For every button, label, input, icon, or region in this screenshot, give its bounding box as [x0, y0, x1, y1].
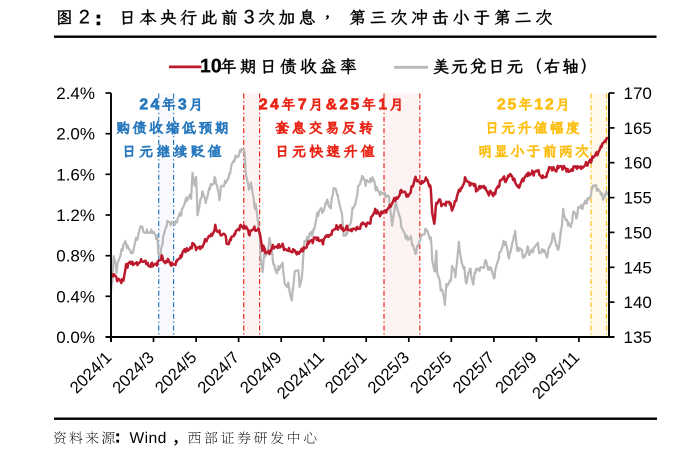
svg-text:0.4%: 0.4%: [56, 287, 95, 306]
svg-text:165: 165: [624, 119, 652, 138]
svg-text:160: 160: [624, 154, 652, 173]
svg-text:170: 170: [624, 84, 652, 103]
svg-text:150: 150: [624, 223, 652, 242]
svg-text:135: 135: [624, 328, 652, 347]
svg-text:1.6%: 1.6%: [56, 165, 95, 184]
svg-text:145: 145: [624, 258, 652, 277]
svg-text:1.2%: 1.2%: [56, 206, 95, 225]
svg-text:0.8%: 0.8%: [56, 247, 95, 266]
svg-text:2.4%: 2.4%: [56, 84, 95, 103]
svg-text:140: 140: [624, 293, 652, 312]
svg-text:155: 155: [624, 189, 652, 208]
svg-text:2.0%: 2.0%: [56, 125, 95, 144]
svg-text:0.0%: 0.0%: [56, 328, 95, 347]
